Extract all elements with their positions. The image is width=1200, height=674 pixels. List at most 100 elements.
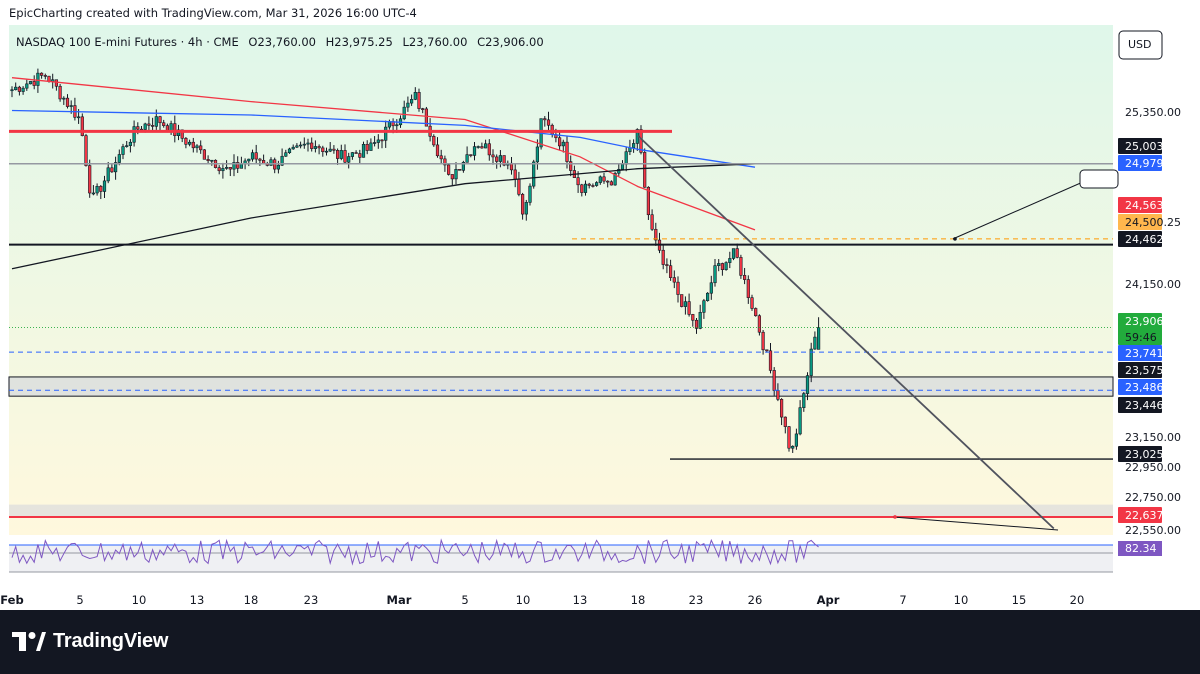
candle-body[interactable] — [591, 185, 595, 187]
candle-body[interactable] — [528, 185, 532, 203]
candle-body[interactable] — [650, 214, 654, 230]
candle-body[interactable] — [58, 85, 62, 100]
price-badge[interactable]: 24,500.25 — [1118, 214, 1181, 230]
candle-body[interactable] — [602, 176, 606, 182]
candle-body[interactable] — [158, 116, 162, 124]
candle-body[interactable] — [43, 75, 47, 77]
moving-average-line[interactable] — [11, 163, 756, 270]
candle-body[interactable] — [469, 154, 473, 156]
candle-body[interactable] — [765, 349, 769, 352]
price-badge[interactable]: 23,446.50 — [1118, 397, 1181, 413]
candle-body[interactable] — [287, 148, 292, 154]
candle-body[interactable] — [102, 180, 107, 192]
price-badge[interactable]: 23,575.25 — [1118, 362, 1181, 378]
candle-body[interactable] — [295, 145, 299, 148]
rsi-line[interactable] — [11, 538, 819, 566]
candle-body[interactable] — [661, 249, 665, 265]
candle-body[interactable] — [154, 116, 158, 127]
price-badge[interactable]: 25,003.14 — [1118, 138, 1181, 154]
candle-body[interactable] — [598, 176, 602, 183]
candle-body[interactable] — [757, 315, 761, 333]
candle-body[interactable] — [417, 92, 421, 109]
candle-body[interactable] — [36, 72, 40, 86]
candle-body[interactable] — [372, 142, 377, 144]
price-badge[interactable]: 22,637.25 — [1118, 507, 1181, 523]
candle-body[interactable] — [173, 123, 177, 136]
candle-body[interactable] — [269, 159, 273, 166]
candle-body[interactable] — [402, 106, 406, 120]
price-badge[interactable]: 24,563.32 — [1118, 197, 1181, 213]
candle-body[interactable] — [583, 183, 588, 193]
price-badge[interactable]: 23,486.00 — [1118, 379, 1181, 395]
candle-body[interactable] — [151, 125, 155, 127]
candle-body[interactable] — [280, 155, 284, 166]
candle-body[interactable] — [202, 149, 207, 160]
supply-demand-zone[interactable] — [8, 376, 1114, 397]
candle-body[interactable] — [472, 146, 477, 156]
candle-body[interactable] — [239, 163, 244, 169]
candle-body[interactable] — [106, 167, 110, 182]
candle-body[interactable] — [65, 97, 70, 107]
candle-body[interactable] — [328, 148, 332, 152]
candle-body[interactable] — [705, 292, 710, 301]
candle-body[interactable] — [21, 87, 25, 92]
candle-body[interactable] — [376, 139, 380, 143]
candle-body[interactable] — [310, 142, 314, 149]
candle-body[interactable] — [517, 178, 521, 195]
candle-body[interactable] — [409, 99, 414, 104]
candle-body[interactable] — [276, 164, 281, 170]
candle-body[interactable] — [809, 348, 813, 376]
price-badge[interactable]: 23,741.25 — [1118, 345, 1181, 361]
candle-body[interactable] — [643, 152, 647, 188]
candle-body[interactable] — [731, 248, 736, 259]
candle-body[interactable] — [724, 262, 728, 270]
candle-body[interactable] — [768, 350, 773, 371]
candle-body[interactable] — [99, 186, 103, 192]
candle-body[interactable] — [709, 282, 713, 294]
candle-body[interactable] — [384, 126, 388, 141]
candle-body[interactable] — [25, 83, 29, 89]
candle-body[interactable] — [421, 108, 425, 110]
plot-area[interactable] — [8, 68, 1114, 573]
candle-body[interactable] — [77, 116, 81, 119]
candle-body[interactable] — [406, 102, 410, 108]
candle-body[interactable] — [88, 165, 92, 194]
candle-body[interactable] — [802, 393, 806, 408]
candle-body[interactable] — [114, 162, 118, 173]
candle-body[interactable] — [546, 119, 551, 126]
candle-body[interactable] — [132, 126, 136, 143]
price-badge[interactable]: 23,906.00 59:46 — [1118, 313, 1181, 345]
candle-body[interactable] — [532, 161, 536, 187]
candle-body[interactable] — [535, 146, 539, 163]
candle-body[interactable] — [136, 126, 140, 130]
candle-body[interactable] — [613, 172, 617, 186]
candle-body[interactable] — [291, 146, 295, 150]
candle-body[interactable] — [606, 180, 610, 183]
candle-body[interactable] — [816, 327, 821, 350]
candle-body[interactable] — [713, 265, 717, 284]
candle-body[interactable] — [717, 263, 721, 266]
candle-body[interactable] — [121, 146, 125, 155]
candle-body[interactable] — [84, 135, 88, 166]
candle-body[interactable] — [617, 168, 621, 174]
candle-body[interactable] — [128, 141, 133, 146]
candle-body[interactable] — [739, 257, 743, 276]
candle-body[interactable] — [350, 152, 355, 157]
candle-body[interactable] — [735, 248, 739, 258]
candle-body[interactable] — [783, 416, 787, 427]
candle-body[interactable] — [195, 145, 199, 149]
candle-body[interactable] — [380, 139, 384, 142]
candle-body[interactable] — [698, 312, 702, 329]
candle-body[interactable] — [524, 202, 528, 215]
candle-body[interactable] — [668, 265, 673, 278]
candle-body[interactable] — [631, 143, 636, 148]
candle-body[interactable] — [250, 152, 255, 160]
rsi-value-badge[interactable]: 82.34 — [1118, 541, 1162, 556]
candle-body[interactable] — [483, 143, 488, 149]
candle-body[interactable] — [746, 279, 750, 298]
candle-body[interactable] — [587, 183, 591, 186]
candle-body[interactable] — [184, 137, 188, 145]
price-badge[interactable]: 24,979.39 — [1118, 155, 1181, 171]
candle-body[interactable] — [779, 399, 784, 418]
price-badge[interactable]: 24,462.00 — [1118, 231, 1181, 247]
